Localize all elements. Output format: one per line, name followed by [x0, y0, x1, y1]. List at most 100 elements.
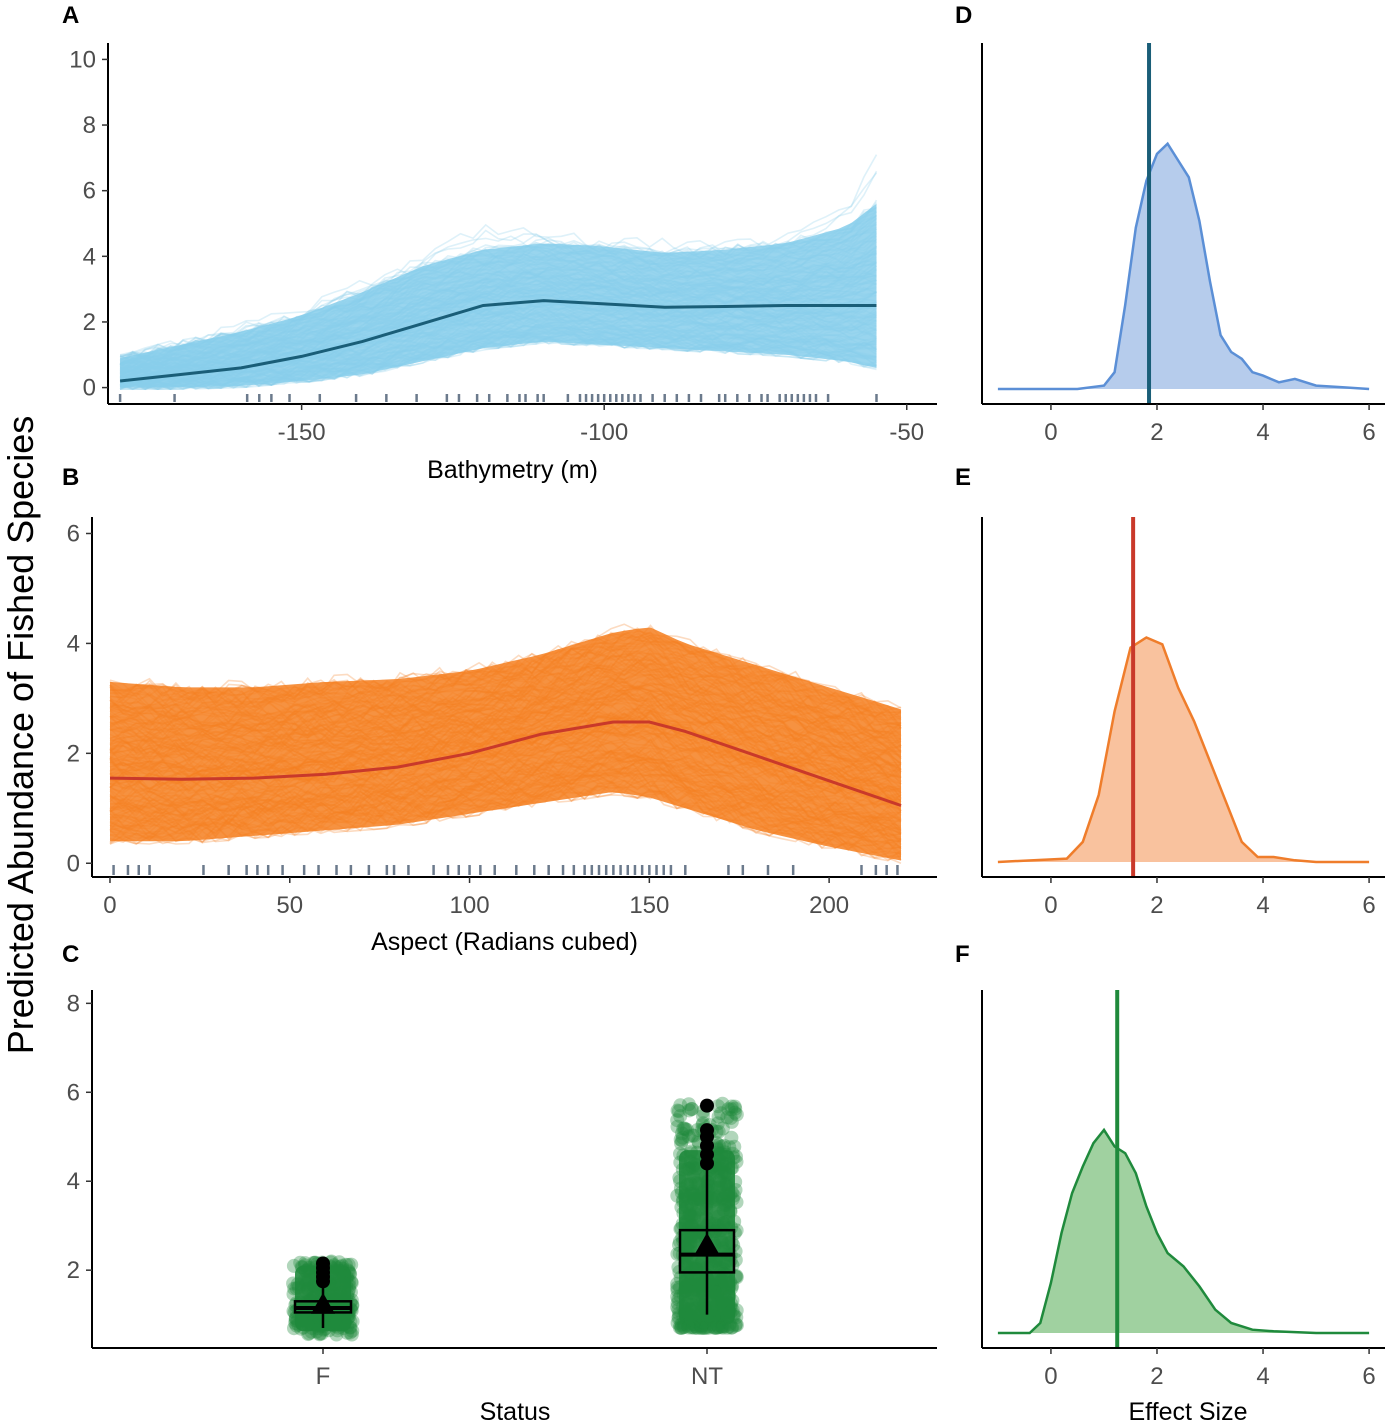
jitter-point: [670, 1113, 685, 1128]
x-tick-label: 50: [276, 892, 303, 919]
y-tick-label: 8: [83, 112, 96, 139]
density-curve: [997, 636, 1370, 864]
jitter-point: [670, 1103, 685, 1118]
jitter-point: [685, 1128, 700, 1143]
outlier-point: [700, 1098, 714, 1113]
x-tick-label: 6: [1362, 892, 1375, 919]
x-tick-label: 4: [1256, 1363, 1269, 1390]
jitter-point: [674, 1136, 689, 1151]
x-tick-label: NT: [691, 1363, 723, 1390]
status-effect-density-panel: 0 2 4 6 Effect Size: [981, 990, 1385, 1425]
y-tick-label: 8: [67, 990, 80, 1017]
aspect-effect-density-panel: 0 2 4 6: [981, 517, 1385, 919]
jitter-point: [711, 1138, 726, 1153]
jitter-point: [724, 1099, 739, 1114]
x-tick-label: 100: [450, 892, 490, 919]
jitter-point: [714, 1106, 728, 1121]
x-tick-label: F: [316, 1363, 331, 1390]
jitter-point: [724, 1102, 739, 1117]
y-tick-label: 4: [83, 243, 96, 270]
jitter-point: [687, 1128, 701, 1143]
box-iqr: [678, 1228, 736, 1274]
mean-line: [109, 720, 902, 807]
density-curve: [997, 141, 1370, 391]
x-tick-label: 2: [1150, 419, 1163, 446]
jitter-point: [673, 1098, 688, 1113]
status-panel: F NT 2 4 6 8 Status: [67, 990, 937, 1425]
panel-label-a: A: [62, 2, 79, 29]
panel-label-c: C: [62, 941, 79, 968]
y-tick-label: 10: [69, 46, 96, 73]
mean-line: [119, 299, 877, 383]
jitter-point: [332, 1255, 347, 1270]
jitter-point: [675, 1126, 689, 1141]
jitter-point: [711, 1109, 726, 1124]
jitter-point: [681, 1097, 696, 1112]
jitter-point: [717, 1138, 732, 1153]
jitter-point: [675, 1130, 690, 1145]
x-tick-label: 2: [1150, 1363, 1163, 1390]
x-axis-title: Status: [480, 1398, 551, 1425]
x-tick-label: 0: [103, 892, 116, 919]
jitter-point: [671, 1104, 686, 1119]
y-tick-label: 0: [83, 375, 96, 402]
jitter-point: [698, 1321, 713, 1335]
aspect-panel: 0 2 4 6 0 50 100 150 200 Aspect (Radians cubed): [67, 517, 937, 956]
jitter-point: [673, 1109, 688, 1124]
y-axis-title: Predicted Abundance of Fished Species: [0, 416, 41, 1054]
jitter-point: [729, 1107, 744, 1122]
x-tick-label: 4: [1256, 892, 1269, 919]
x-tick-label: -150: [278, 419, 326, 446]
prediction-band: [120, 203, 877, 388]
jitter-point: [723, 1111, 738, 1125]
y-tick-label: 6: [67, 520, 80, 547]
jitter-point: [711, 1099, 725, 1114]
jitter-point: [672, 1320, 687, 1335]
jitter-point: [728, 1101, 743, 1116]
x-axis-title: Effect Size: [1128, 1398, 1247, 1425]
panel-label-e: E: [955, 464, 971, 491]
jitter-point: [720, 1110, 735, 1125]
outlier-point: [700, 1123, 714, 1138]
x-tick-label: 0: [1044, 892, 1057, 919]
jitter-point: [682, 1103, 697, 1118]
jitter-point: [675, 1133, 690, 1148]
density-curve: [997, 1127, 1370, 1335]
y-tick-label: 0: [67, 850, 80, 877]
jitter-point: [678, 1122, 693, 1137]
jitter-point: [670, 1119, 685, 1134]
jitter-point: [679, 1122, 694, 1137]
outlier-point: [316, 1256, 330, 1271]
panel-label-f: F: [955, 941, 970, 968]
jitter-point: [676, 1121, 691, 1136]
y-tick-label: 4: [67, 1168, 80, 1195]
density-area: [997, 143, 1370, 389]
jitter-point: [729, 1318, 744, 1333]
y-tick-label: 2: [67, 740, 80, 767]
panel-label-b: B: [62, 464, 79, 491]
bathymetry-effect-density-panel: 0 2 4 6: [981, 43, 1385, 446]
jitter-point: [684, 1102, 699, 1117]
jitter-point: [715, 1096, 730, 1111]
y-tick-label: 2: [83, 309, 96, 336]
jitter-point: [715, 1121, 730, 1136]
y-tick-label: 4: [67, 630, 80, 657]
jitter-point: [724, 1130, 739, 1145]
x-tick-label: -100: [580, 419, 628, 446]
bootstrap-line: [120, 337, 877, 391]
jitter-point: [710, 1116, 725, 1131]
mean-marker: [695, 1232, 719, 1254]
jitter-point: [690, 1321, 705, 1335]
jitter-point: [721, 1102, 736, 1117]
jitter-point: [727, 1099, 742, 1114]
jitter-point: [684, 1102, 699, 1116]
jitter-point: [711, 1124, 726, 1139]
x-axis-title: Bathymetry (m): [427, 456, 598, 484]
x-tick-label: 2: [1150, 892, 1163, 919]
x-tick-label: -50: [889, 419, 924, 446]
jitter-point: [727, 1105, 742, 1120]
x-tick-label: 4: [1256, 419, 1269, 446]
x-tick-label: 0: [1044, 419, 1057, 446]
jitter-point: [724, 1114, 739, 1129]
